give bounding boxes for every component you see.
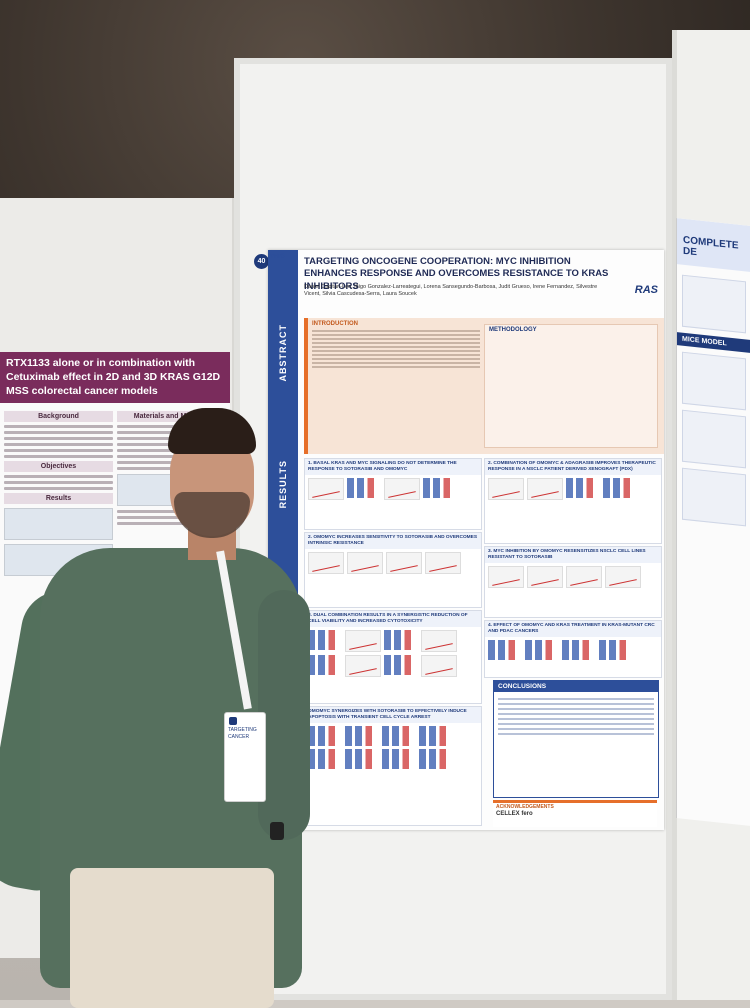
acknowledgements-section: ACKNOWLEDGEMENTS CELLEX fero xyxy=(493,800,657,827)
result-heading: 2. OMOMYC INCREASES SENSITIVITY TO SOTOR… xyxy=(305,533,481,549)
figure xyxy=(4,507,113,540)
poster-title: TARGETING ONCOGENE COOPERATION: MYC INHI… xyxy=(304,256,609,292)
text-block xyxy=(494,692,658,741)
methodology-figure: METHODOLOGY xyxy=(484,324,658,448)
vhio-logo: VHIO xyxy=(270,254,285,260)
sponsor-logos: CELLEX fero xyxy=(496,811,533,817)
figure xyxy=(421,629,457,652)
result-heading: OMOMYC SYNERGIZES WITH SOTORASIB TO EFFE… xyxy=(305,707,481,723)
figure xyxy=(419,725,453,746)
figure xyxy=(345,748,379,769)
ras-logo: RAS xyxy=(634,284,658,296)
figure xyxy=(488,565,524,588)
figure xyxy=(382,748,416,769)
center-poster: VHIO ABSTRACT RESULTS TARGETING ONCOGENE… xyxy=(268,250,664,830)
figure xyxy=(419,748,453,769)
result-panel: 3. MYC INHIBITION BY OMOMYC RESENSITIZES… xyxy=(484,546,662,618)
figure xyxy=(423,477,457,498)
figure xyxy=(308,551,344,574)
left-poster-section: Background xyxy=(4,410,113,422)
figure xyxy=(599,639,633,660)
introduction-heading: INTRODUCTION xyxy=(312,321,358,327)
poster-authors: Daniel Capitan-Leo, Iñigo Gonzalez-Larre… xyxy=(304,284,598,298)
right-arm xyxy=(258,590,310,840)
conclusions-section: CONCLUSIONS xyxy=(493,680,659,798)
poster-number-badge: 40 xyxy=(254,254,269,269)
result-heading: 4. EFFECT OF OMOMYC AND KRAS TREATMENT I… xyxy=(485,621,661,637)
left-poster-section: Materials and Methods xyxy=(117,410,226,422)
left-poster-section: Objectives xyxy=(4,460,113,472)
result-panel: 2. OMOMYC INCREASES SENSITIVITY TO SOTOR… xyxy=(304,532,482,608)
figure xyxy=(562,639,596,660)
figure xyxy=(527,477,563,500)
figure xyxy=(384,629,418,650)
figure xyxy=(308,629,342,650)
figure xyxy=(488,639,522,660)
figure xyxy=(525,639,559,660)
right-poster-section: MICE MODEL xyxy=(677,332,750,353)
abstract-label: ABSTRACT xyxy=(278,324,288,382)
result-heading: 3. DUAL COMBINATION RESULTS IN A SYNERGI… xyxy=(305,611,481,627)
result-panel: OMOMYC SYNERGIZES WITH SOTORASIB TO EFFE… xyxy=(304,706,482,826)
figure xyxy=(345,654,381,677)
wristwatch xyxy=(270,822,284,840)
figure xyxy=(682,409,746,469)
figure xyxy=(384,477,420,500)
figure xyxy=(384,654,418,675)
figure xyxy=(308,654,342,675)
badge-logo-icon xyxy=(229,717,237,725)
figure xyxy=(682,351,746,411)
name-badge: TARGETING CANCER xyxy=(224,712,266,802)
result-panel: 2. COMBINATION OF OMOMYC & ADAGRASIB IMP… xyxy=(484,458,662,544)
hair xyxy=(168,408,256,454)
abstract-section: INTRODUCTION METHODOLOGY xyxy=(304,318,664,454)
text-block xyxy=(4,424,113,458)
badge-text: TARGETING CANCER xyxy=(228,727,257,740)
left-poster-section: Results xyxy=(4,492,113,504)
figure xyxy=(386,551,422,574)
pants xyxy=(70,868,274,1008)
conclusions-heading: CONCLUSIONS xyxy=(494,681,658,692)
figure xyxy=(425,551,461,574)
left-poster-title: RTX1133 alone or in combination with Cet… xyxy=(0,352,230,403)
result-heading: 1. BASAL KRAS AND MYC SIGNALING DO NOT D… xyxy=(305,459,481,475)
result-heading: 3. MYC INHIBITION BY OMOMYC RESENSITIZES… xyxy=(485,547,661,563)
figure xyxy=(682,274,746,334)
figure xyxy=(603,477,637,498)
figure xyxy=(345,629,381,652)
figure xyxy=(308,748,342,769)
right-poster: COMPLETE DE MICE MODEL xyxy=(676,218,750,826)
result-panel: 4. EFFECT OF OMOMYC AND KRAS TREATMENT I… xyxy=(484,620,662,678)
figure xyxy=(308,725,342,746)
figure xyxy=(527,565,563,588)
text-block xyxy=(4,474,113,490)
result-panel: 3. DUAL COMBINATION RESULTS IN A SYNERGI… xyxy=(304,610,482,704)
figure xyxy=(566,477,600,498)
figure xyxy=(421,654,457,677)
acknowledgements-heading: ACKNOWLEDGEMENTS xyxy=(496,804,554,810)
result-heading: 2. COMBINATION OF OMOMYC & ADAGRASIB IMP… xyxy=(485,459,661,475)
result-panel: 1. BASAL KRAS AND MYC SIGNALING DO NOT D… xyxy=(304,458,482,530)
figure xyxy=(605,565,641,588)
text-block xyxy=(117,509,226,525)
presenter: TARGETING CANCER xyxy=(0,400,310,1008)
right-poster-title: COMPLETE DE xyxy=(677,218,750,272)
methodology-heading: METHODOLOGY xyxy=(489,327,537,333)
figure xyxy=(566,565,602,588)
figure xyxy=(682,467,746,527)
text-block xyxy=(308,330,484,368)
figure xyxy=(308,477,344,500)
figure xyxy=(382,725,416,746)
figure xyxy=(347,551,383,574)
figure xyxy=(345,725,379,746)
beard xyxy=(174,492,250,538)
figure xyxy=(347,477,381,498)
figure xyxy=(488,477,524,500)
